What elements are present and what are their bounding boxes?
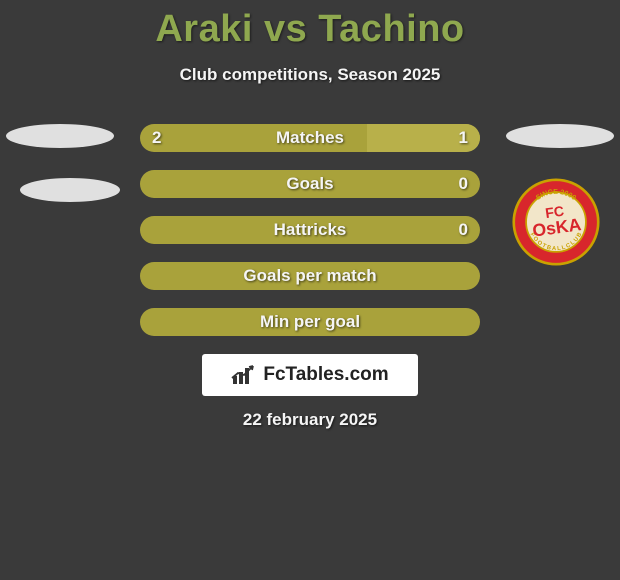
stat-bar: Matches2 1 (140, 124, 480, 152)
player-left-placeholder-2 (20, 178, 120, 202)
stat-bar: Min per goal (140, 308, 480, 336)
stat-bar-label: Goals (140, 170, 480, 198)
page-title: Araki vs Tachino (0, 0, 620, 51)
club-badge: SINCE 2000 F O O T B A L L C L U B FC Os… (512, 178, 600, 266)
stat-bar-value-right: 0 (459, 170, 468, 198)
bar-chart-icon (231, 364, 257, 386)
subtitle: Club competitions, Season 2025 (0, 65, 620, 85)
fctables-logo-text: FcTables.com (263, 364, 388, 386)
player-left-placeholder-1 (6, 124, 114, 148)
stat-bar-value-right: 0 (459, 216, 468, 244)
stat-bar-label: Hattricks (140, 216, 480, 244)
stat-bar-label: Min per goal (140, 308, 480, 336)
stat-bar: Goals per match (140, 262, 480, 290)
stat-bar-label: Goals per match (140, 262, 480, 290)
stat-bar: Goals0 (140, 170, 480, 198)
stat-bar: Hattricks0 (140, 216, 480, 244)
comparison-bars: Matches21Goals0Hattricks0Goals per match… (140, 124, 480, 354)
player-right-placeholder-1 (506, 124, 614, 148)
stat-bar-label: Matches (140, 124, 480, 152)
stat-bar-value-right: 1 (459, 124, 468, 152)
stat-bar-value-left: 2 (152, 124, 161, 152)
fctables-logo: FcTables.com (202, 354, 418, 396)
date-label: 22 february 2025 (0, 410, 620, 430)
